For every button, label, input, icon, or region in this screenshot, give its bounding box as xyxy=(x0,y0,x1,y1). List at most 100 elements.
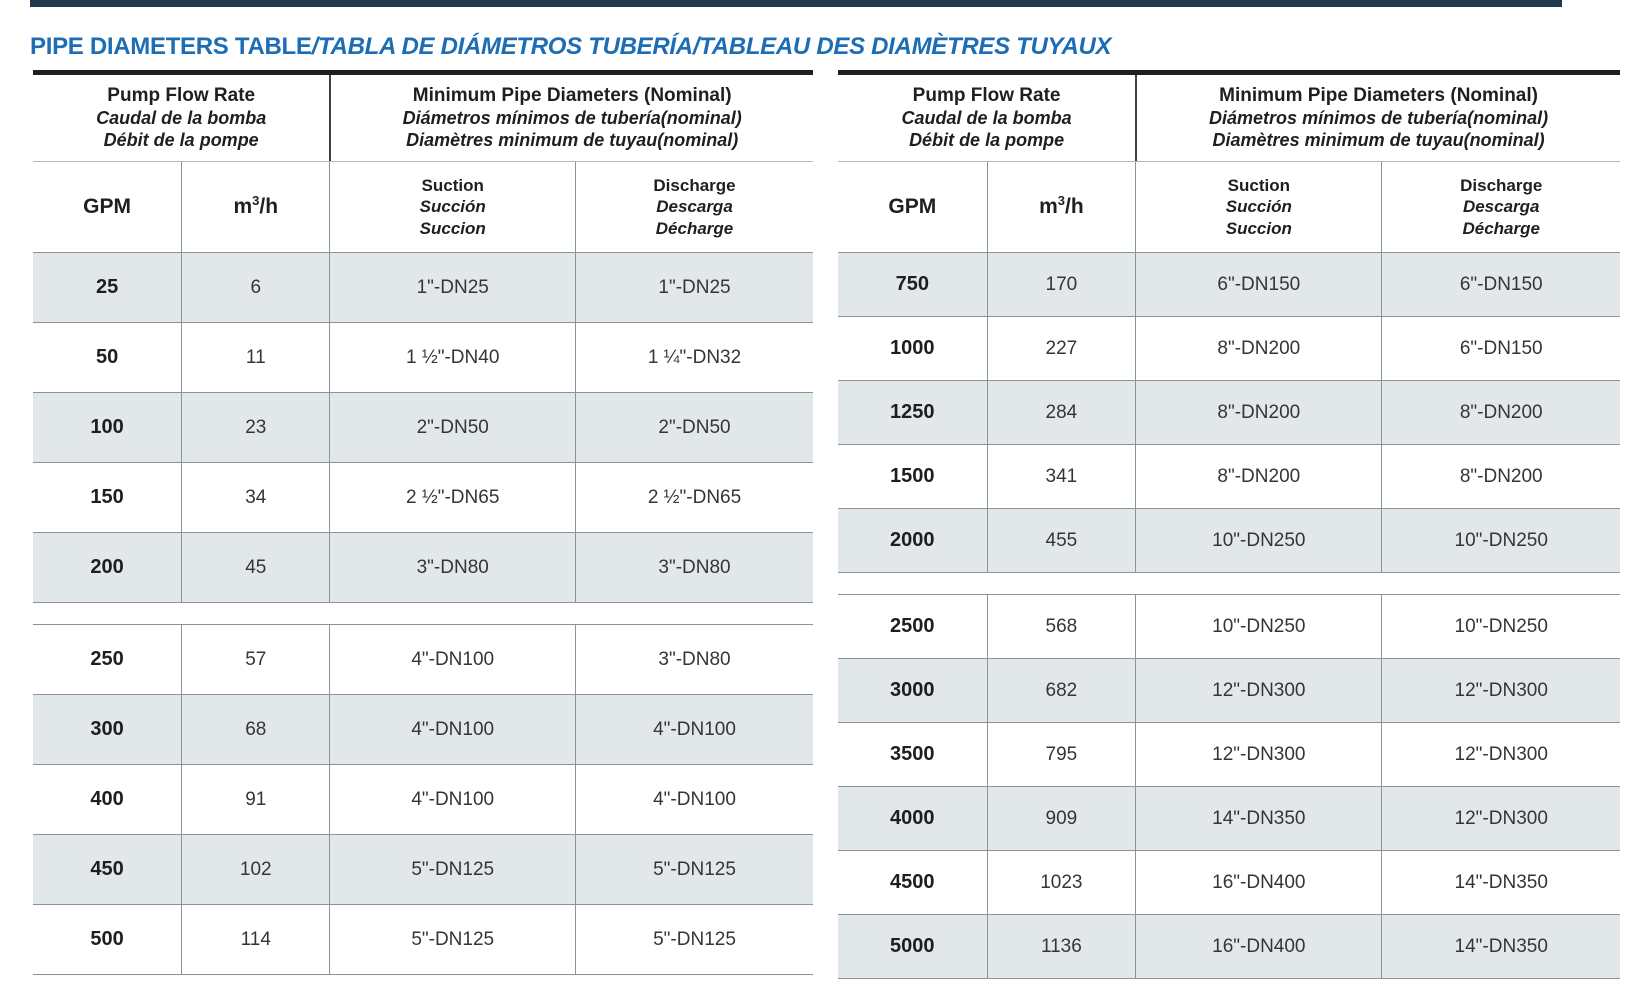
cell-m3h: 1136 xyxy=(986,915,1136,978)
flow-rate-label-en: Pump Flow Rate xyxy=(912,85,1061,107)
cell-suction: 4"-DN100 xyxy=(329,625,575,694)
column-header: GPM m3/h Suction Succión Succion Dischar… xyxy=(33,161,813,252)
cell-m3h: 909 xyxy=(986,787,1136,850)
cell-suction: 8"-DN200 xyxy=(1135,317,1381,380)
table-row: 400 91 4"-DN100 4"-DN100 xyxy=(33,764,813,834)
cell-m3h: 341 xyxy=(986,445,1136,508)
cell-suction: 1 ½"-DN40 xyxy=(329,323,575,392)
cell-discharge: 12"-DN300 xyxy=(1381,787,1620,850)
cell-suction: 6"-DN150 xyxy=(1135,253,1381,316)
table-row: 250 57 4"-DN100 3"-DN80 xyxy=(33,625,813,694)
cell-gpm: 1000 xyxy=(890,337,935,359)
cell-m3h: 682 xyxy=(986,659,1136,722)
diameters-label-en: Minimum Pipe Diameters (Nominal) xyxy=(412,85,732,107)
cell-gpm: 50 xyxy=(95,346,119,368)
diameters-header: Minimum Pipe Diameters (Nominal) Diámetr… xyxy=(329,75,813,161)
cell-m3h: 455 xyxy=(986,509,1136,572)
table-row: 4000 909 14"-DN350 12"-DN300 xyxy=(838,786,1620,850)
cell-m3h: 23 xyxy=(181,393,329,462)
diameters-label-fr: Diamètres minimum de tuyau(nominal) xyxy=(1212,129,1545,150)
table-row: 500 114 5"-DN125 5"-DN125 xyxy=(33,904,813,974)
flow-rate-header: Pump Flow Rate Caudal de la bomba Débit … xyxy=(838,75,1135,161)
column-header: GPM m3/h Suction Succión Succion Dischar… xyxy=(838,161,1620,252)
cell-suction: 5"-DN125 xyxy=(329,835,575,904)
table-row: 1000 227 8"-DN200 6"-DN150 xyxy=(838,316,1620,380)
cell-gpm: 1250 xyxy=(890,401,935,423)
diameters-label-fr: Diamètres minimum de tuyau(nominal) xyxy=(406,129,739,150)
diameters-label-en: Minimum Pipe Diameters (Nominal) xyxy=(1219,85,1538,107)
cell-m3h: 57 xyxy=(181,625,329,694)
cell-discharge: 12"-DN300 xyxy=(1381,723,1620,786)
cell-gpm: 2000 xyxy=(890,529,935,551)
cell-suction: 16"-DN400 xyxy=(1135,851,1381,914)
cell-suction: 3"-DN80 xyxy=(329,533,575,602)
cell-gpm: 25 xyxy=(95,276,119,298)
cell-discharge: 8"-DN200 xyxy=(1381,445,1620,508)
cell-discharge: 5"-DN125 xyxy=(575,905,813,974)
cell-discharge: 12"-DN300 xyxy=(1381,659,1620,722)
top-edge-strip xyxy=(30,0,1562,7)
cell-suction: 14"-DN350 xyxy=(1135,787,1381,850)
cell-gpm: 3500 xyxy=(890,743,935,765)
cell-suction: 16"-DN400 xyxy=(1135,915,1381,978)
cell-m3h: 795 xyxy=(986,723,1136,786)
cell-gpm: 300 xyxy=(90,718,124,740)
row-group: 25 6 1"-DN25 1"-DN25 50 11 1 ½"-DN40 1 ¼"-DN32 1… xyxy=(33,252,813,603)
cell-discharge: 6"-DN150 xyxy=(1381,317,1620,380)
cell-discharge: 2 ½"-DN65 xyxy=(575,463,813,532)
row-group: 750 170 6"-DN150 6"-DN150 1000 227 8"-DN200 6"-… xyxy=(838,252,1620,573)
cell-suction: 5"-DN125 xyxy=(329,905,575,974)
cell-suction: 4"-DN100 xyxy=(329,765,575,834)
table-row: 1250 284 8"-DN200 8"-DN200 xyxy=(838,380,1620,444)
suction-column-header: Suction Succión Succion xyxy=(329,162,575,252)
discharge-column-header: Discharge Descarga Décharge xyxy=(575,162,813,252)
cell-suction: 12"-DN300 xyxy=(1135,659,1381,722)
cell-discharge: 14"-DN350 xyxy=(1381,851,1620,914)
cell-discharge: 3"-DN80 xyxy=(575,625,813,694)
cell-discharge: 4"-DN100 xyxy=(575,695,813,764)
cell-m3h: 284 xyxy=(986,381,1136,444)
row-group: 250 57 4"-DN100 3"-DN80 300 68 4"-DN100 4"-DN10… xyxy=(33,624,813,975)
cell-gpm: 5000 xyxy=(890,935,935,957)
cell-discharge: 4"-DN100 xyxy=(575,765,813,834)
page-title: PIPE DIAMETERS TABLE/TABLA DE DIÁMETROS … xyxy=(30,33,1112,61)
table-row: 750 170 6"-DN150 6"-DN150 xyxy=(838,253,1620,316)
table-row: 4500 1023 16"-DN400 14"-DN350 xyxy=(838,850,1620,914)
table-row: 300 68 4"-DN100 4"-DN100 xyxy=(33,694,813,764)
cell-gpm: 100 xyxy=(90,416,124,438)
cell-discharge: 5"-DN125 xyxy=(575,835,813,904)
cell-discharge: 2"-DN50 xyxy=(575,393,813,462)
flow-rate-label-en: Pump Flow Rate xyxy=(107,85,256,107)
cell-m3h: 45 xyxy=(181,533,329,602)
table-row: 200 45 3"-DN80 3"-DN80 xyxy=(33,532,813,602)
m3h-column-header: m3/h xyxy=(986,162,1136,252)
cell-suction: 8"-DN200 xyxy=(1135,381,1381,444)
cell-discharge: 6"-DN150 xyxy=(1381,253,1620,316)
cell-m3h: 68 xyxy=(181,695,329,764)
cell-suction: 4"-DN100 xyxy=(329,695,575,764)
page-title-english: PIPE DIAMETERS TABLE xyxy=(30,33,312,61)
table-row: 2500 568 10"-DN250 10"-DN250 xyxy=(838,595,1620,658)
cell-gpm: 3000 xyxy=(890,679,935,701)
cell-gpm: 150 xyxy=(90,486,124,508)
discharge-column-header: Discharge Descarga Décharge xyxy=(1381,162,1620,252)
pipe-table-left: Pump Flow Rate Caudal de la bomba Débit … xyxy=(33,70,813,975)
cell-gpm: 200 xyxy=(90,556,124,578)
table-row: 2000 455 10"-DN250 10"-DN250 xyxy=(838,508,1620,572)
gpm-column-header: GPM xyxy=(83,194,132,218)
flow-rate-label-fr: Débit de la pompe xyxy=(103,129,259,150)
cell-gpm: 500 xyxy=(90,928,124,950)
table-row: 25 6 1"-DN25 1"-DN25 xyxy=(33,253,813,322)
table-body: 25 6 1"-DN25 1"-DN25 50 11 1 ½"-DN40 1 ¼"-DN32 1… xyxy=(33,252,813,975)
cell-discharge: 10"-DN250 xyxy=(1381,509,1620,572)
cell-m3h: 91 xyxy=(181,765,329,834)
diameters-label-es: Diámetros mínimos de tubería(nominal) xyxy=(1209,107,1549,128)
gpm-column-header: GPM xyxy=(888,194,937,218)
suction-column-header: Suction Succión Succion xyxy=(1135,162,1381,252)
cell-discharge: 3"-DN80 xyxy=(575,533,813,602)
diameters-header: Minimum Pipe Diameters (Nominal) Diámetr… xyxy=(1135,75,1620,161)
cell-gpm: 400 xyxy=(90,788,124,810)
flow-rate-label-es: Caudal de la bomba xyxy=(96,107,267,128)
table-body: 750 170 6"-DN150 6"-DN150 1000 227 8"-DN200 6"-… xyxy=(838,252,1620,979)
cell-discharge: 8"-DN200 xyxy=(1381,381,1620,444)
